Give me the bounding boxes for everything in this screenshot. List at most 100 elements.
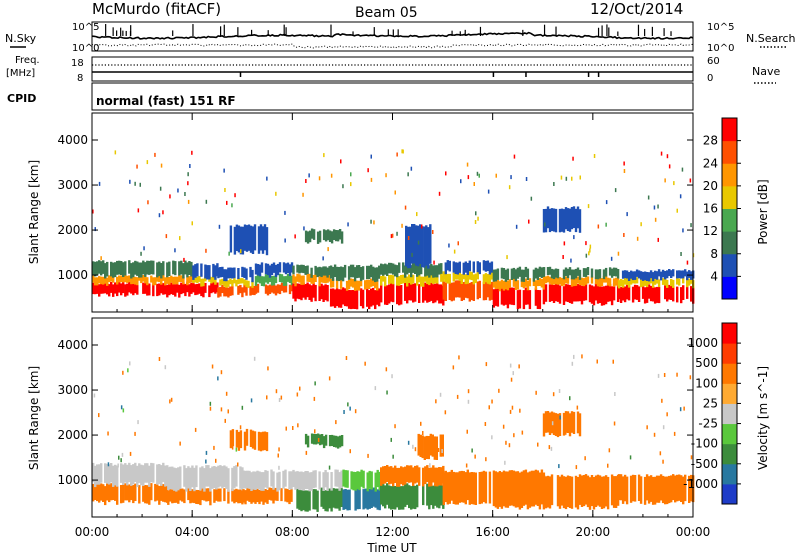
range-cell — [156, 464, 159, 485]
range-cell — [251, 269, 254, 283]
freq-dropout — [587, 72, 590, 77]
range-cell — [260, 472, 263, 491]
range-cell — [288, 264, 292, 276]
range-cell — [550, 268, 554, 279]
range-cell — [272, 284, 276, 294]
range-cell — [430, 483, 433, 506]
range-cell — [284, 488, 287, 502]
x-axis-labels: 00:00 04:00 08:00 12:00 16:00 20:00 00:00 — [75, 525, 711, 539]
range-cell — [556, 413, 560, 438]
range-cell — [108, 464, 111, 485]
range-cell — [243, 224, 247, 251]
scatter-cell — [487, 189, 490, 194]
range-cell — [659, 474, 663, 501]
range-cell — [167, 467, 170, 491]
range-cell — [666, 270, 669, 279]
range-cell — [548, 476, 552, 509]
range-cell — [456, 262, 459, 275]
range-cell — [237, 285, 240, 295]
range-cell — [376, 489, 379, 510]
range-cell — [227, 267, 230, 279]
range-cell — [338, 489, 341, 511]
scatter-cell — [134, 431, 136, 436]
range-cell — [436, 467, 439, 487]
range-cell — [542, 209, 546, 233]
range-cell — [330, 472, 333, 491]
range-cell — [598, 285, 602, 303]
range-cell — [284, 263, 288, 275]
range-cell — [138, 485, 141, 504]
range-cell — [344, 489, 347, 510]
scatter-cell — [512, 371, 514, 376]
range-cell — [572, 278, 576, 287]
scatter-cell — [412, 444, 414, 449]
range-cell — [134, 276, 137, 285]
scatter-cell — [679, 194, 682, 199]
range-cell — [413, 224, 416, 264]
range-cell — [610, 474, 614, 506]
range-cell — [614, 476, 618, 508]
range-cell — [514, 269, 518, 282]
scatter-cell — [432, 230, 434, 234]
range-cell — [562, 412, 566, 436]
range-cell — [335, 288, 339, 307]
beam-title: Beam 05 — [355, 5, 418, 21]
range-cell — [318, 284, 321, 301]
range-cell — [378, 265, 381, 279]
range-cell — [382, 264, 385, 276]
range-cell — [124, 275, 127, 283]
range-cell — [422, 467, 425, 487]
range-cell — [334, 488, 337, 509]
range-cell — [284, 276, 288, 286]
scatter-cell — [349, 406, 351, 411]
range-cell — [418, 264, 421, 276]
range-cell — [188, 276, 191, 284]
scatter-cell — [162, 210, 164, 215]
range-cell — [526, 280, 530, 291]
range-cell — [272, 275, 276, 286]
range-cell — [384, 276, 387, 287]
range-cell — [572, 206, 576, 228]
x-tick-label: 04:00 — [175, 525, 210, 539]
range-cell — [452, 261, 455, 273]
range-cell — [174, 284, 177, 297]
range-cell — [668, 269, 671, 277]
scatter-cell — [187, 199, 190, 204]
range-cell — [245, 268, 248, 280]
range-cell — [351, 290, 355, 309]
range-cell — [235, 429, 239, 448]
range-cell — [248, 488, 251, 502]
scatter-cell — [374, 386, 377, 391]
range-cell — [310, 285, 313, 302]
range-cell — [366, 288, 369, 307]
range-cell — [304, 490, 307, 512]
range-cell — [264, 470, 267, 488]
range-cell — [564, 476, 568, 510]
scatter-cell — [458, 355, 460, 360]
scatter-cell — [690, 455, 693, 460]
colorbar-tick-label: -100 — [691, 437, 718, 451]
range-cell — [686, 271, 689, 281]
range-cell — [188, 284, 191, 297]
range-cell — [372, 287, 375, 306]
range-cell — [643, 278, 647, 286]
range-cell — [676, 277, 679, 285]
range-cell — [237, 268, 240, 279]
nsky-line — [91, 31, 694, 40]
scatter-cell — [107, 462, 110, 467]
range-cell — [233, 489, 236, 504]
range-cell — [498, 281, 502, 292]
range-cell — [586, 475, 590, 508]
range-cell — [98, 484, 101, 503]
range-cell — [426, 483, 429, 506]
range-cell — [570, 476, 574, 509]
range-cell — [580, 285, 584, 305]
range-cell — [396, 265, 399, 278]
scatter-cell — [537, 442, 539, 447]
range-cell — [546, 411, 550, 433]
nave-tick-high: 60 — [707, 56, 720, 67]
scatter-cell — [284, 238, 286, 243]
range-cell — [412, 467, 415, 486]
range-cell — [130, 483, 133, 501]
range-cell — [242, 489, 245, 503]
